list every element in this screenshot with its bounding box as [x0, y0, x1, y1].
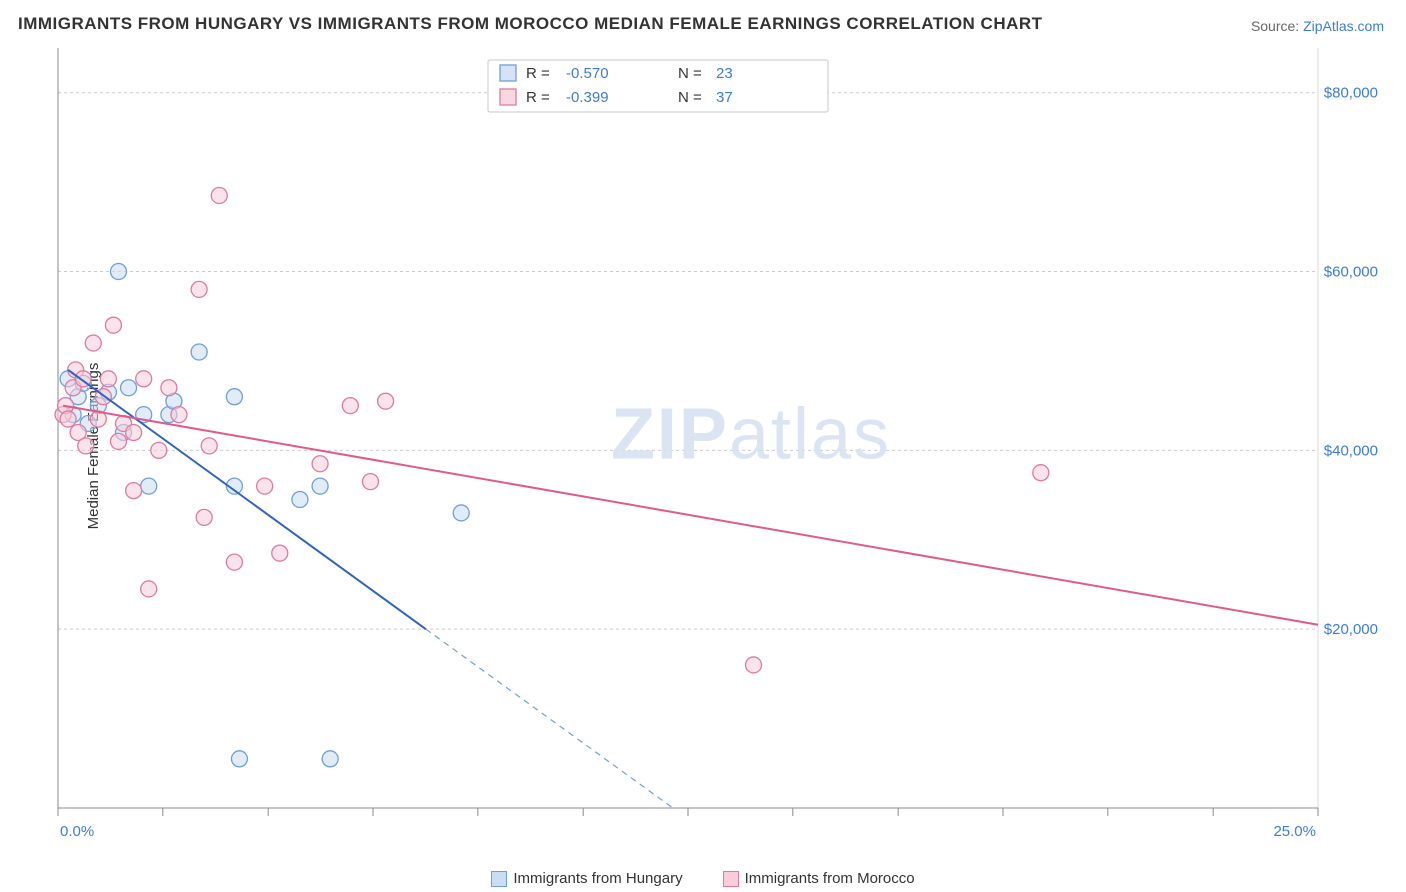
svg-text:$80,000: $80,000: [1324, 85, 1378, 102]
source-attribution: Source: ZipAtlas.com: [1251, 18, 1384, 34]
legend-swatch: [723, 871, 739, 887]
svg-text:23: 23: [716, 65, 733, 82]
legend-swatch: [491, 871, 507, 887]
source-link[interactable]: ZipAtlas.com: [1303, 18, 1384, 34]
chart-area: $20,000 $40,000 $60,000 $80,000 ZIPatlas 0.0%…: [48, 48, 1388, 852]
svg-text:-0.399: -0.399: [566, 89, 609, 106]
svg-text:-0.570: -0.570: [566, 65, 609, 82]
svg-text:R =: R =: [526, 89, 550, 106]
legend-label: Immigrants from Hungary: [513, 870, 682, 887]
svg-text:37: 37: [716, 89, 733, 106]
svg-text:N =: N =: [678, 89, 702, 106]
legend-label: Immigrants from Morocco: [745, 870, 915, 887]
scatter-chart-svg: $20,000 $40,000 $60,000 $80,000 ZIPatlas 0.0%…: [48, 48, 1388, 852]
source-prefix: Source:: [1251, 18, 1303, 34]
svg-text:ZIPatlas: ZIPatlas: [611, 394, 891, 474]
svg-text:N =: N =: [678, 65, 702, 82]
chart-title: IMMIGRANTS FROM HUNGARY VS IMMIGRANTS FR…: [18, 14, 1043, 34]
svg-text:R =: R =: [526, 65, 550, 82]
legend-item: Immigrants from Hungary: [491, 870, 682, 887]
legend-item: Immigrants from Morocco: [723, 870, 915, 887]
svg-text:$60,000: $60,000: [1324, 264, 1378, 281]
svg-text:$20,000: $20,000: [1324, 621, 1378, 638]
svg-text:25.0%: 25.0%: [1273, 823, 1316, 840]
svg-text:0.0%: 0.0%: [60, 823, 94, 840]
bottom-legend: Immigrants from Hungary Immigrants from M…: [0, 870, 1406, 887]
svg-text:$40,000: $40,000: [1324, 442, 1378, 459]
